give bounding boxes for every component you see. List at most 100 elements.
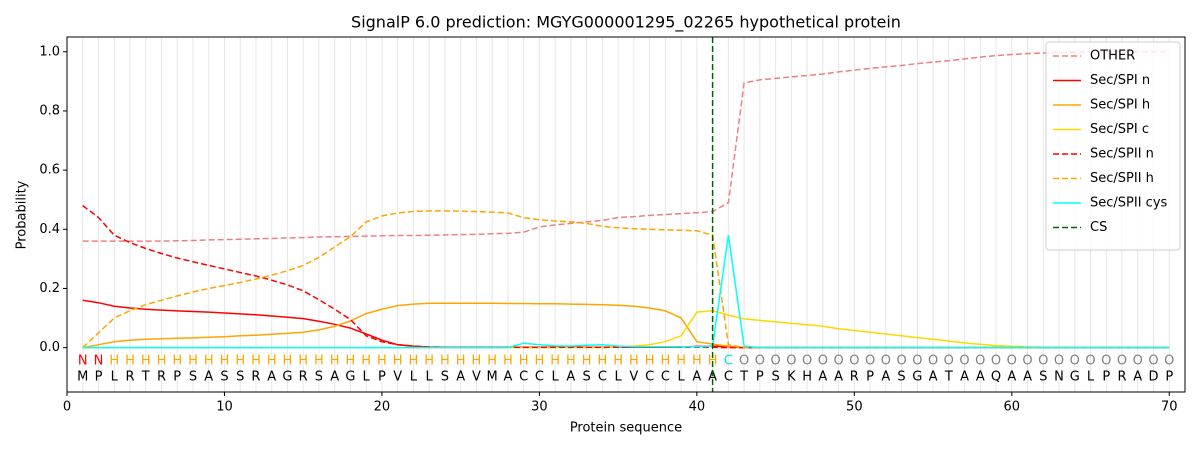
x-tick-label: 30 <box>531 400 548 415</box>
legend-label: Sec/SPII cys <box>1090 196 1168 211</box>
residue: H <box>802 370 812 385</box>
y-tick-label: 0.8 <box>39 103 60 118</box>
region-label: O <box>865 354 875 369</box>
residue: R <box>251 370 260 385</box>
residue: L <box>552 370 560 385</box>
region-label: O <box>1038 354 1048 369</box>
region-label: H <box>346 354 356 369</box>
region-label: H <box>330 354 340 369</box>
residue: A <box>976 370 985 385</box>
residue: A <box>881 370 890 385</box>
residue: V <box>393 370 402 385</box>
residue: G <box>282 370 292 385</box>
region-label: O <box>944 354 954 369</box>
residue: A <box>834 370 843 385</box>
region-label: O <box>959 354 969 369</box>
residue: V <box>629 370 638 385</box>
region-label: O <box>786 354 796 369</box>
region-label: H <box>298 354 308 369</box>
legend-box <box>1045 41 1181 251</box>
residue: L <box>410 370 418 385</box>
residue: L <box>111 370 119 385</box>
region-label: H <box>409 354 419 369</box>
residue: G <box>345 370 355 385</box>
region-label: H <box>283 354 293 369</box>
legend-label: Sec/SPII n <box>1090 147 1154 162</box>
region-label: O <box>1007 354 1017 369</box>
region-label: H <box>582 354 592 369</box>
residue: A <box>330 370 339 385</box>
y-tick-label: 0.2 <box>39 281 60 296</box>
series-line <box>82 235 1170 349</box>
residue: C <box>661 370 670 385</box>
region-label: O <box>755 354 765 369</box>
region-label: H <box>645 354 655 369</box>
region-label: O <box>739 354 749 369</box>
region-label: H <box>267 354 277 369</box>
series-line <box>82 205 1170 349</box>
region-label: H <box>377 354 387 369</box>
region-label: O <box>912 354 922 369</box>
residue: A <box>204 370 213 385</box>
region-label: H <box>314 354 324 369</box>
region-label: C <box>724 354 733 369</box>
region-label: O <box>1022 354 1032 369</box>
residue: S <box>236 370 244 385</box>
region-label: O <box>1070 354 1080 369</box>
residue: S <box>1039 370 1047 385</box>
region-label: O <box>991 354 1001 369</box>
region-label: H <box>172 354 182 369</box>
plot-frame <box>66 36 1186 393</box>
y-tick-label: 0.0 <box>39 340 60 355</box>
x-tick-label: 50 <box>846 400 863 415</box>
region-label: O <box>833 354 843 369</box>
region-label: H <box>676 354 686 369</box>
region-label: O <box>1085 354 1095 369</box>
residue: A <box>566 370 575 385</box>
region-label: H <box>566 354 576 369</box>
legend-label: Sec/SPII h <box>1090 171 1154 186</box>
region-label: H <box>204 354 214 369</box>
residue: D <box>1148 370 1158 385</box>
residue: C <box>598 370 607 385</box>
x-tick-label: 0 <box>63 400 71 415</box>
y-tick-label: 0.6 <box>39 163 60 178</box>
x-axis-label: Protein sequence <box>570 421 682 436</box>
residue: S <box>897 370 905 385</box>
y-tick-label: 1.0 <box>39 44 60 59</box>
region-label: O <box>1133 354 1143 369</box>
region-label: H <box>361 354 371 369</box>
residue: L <box>363 370 371 385</box>
region-label: O <box>1117 354 1127 369</box>
residue: P <box>378 370 386 385</box>
residue: P <box>756 370 764 385</box>
residue: P <box>866 370 874 385</box>
region-label: H <box>692 354 702 369</box>
residue: A <box>818 370 827 385</box>
legend-label: Sec/SPI n <box>1090 73 1150 88</box>
region-label: H <box>157 354 167 369</box>
residue: Q <box>991 370 1001 385</box>
region-label: N <box>78 354 88 369</box>
series-line <box>82 51 1170 242</box>
residue: A <box>267 370 276 385</box>
legend-label: Sec/SPI c <box>1090 122 1149 137</box>
x-tick-label: 60 <box>1004 400 1021 415</box>
region-label: N <box>94 354 104 369</box>
residue: A <box>692 370 701 385</box>
region-label: H <box>235 354 245 369</box>
region-label: O <box>881 354 891 369</box>
residue: A <box>1133 370 1142 385</box>
residue: V <box>472 370 481 385</box>
region-label: O <box>975 354 985 369</box>
region-label: O <box>818 354 828 369</box>
residue: P <box>173 370 181 385</box>
y-axis-label: Probability <box>15 180 30 249</box>
residue: S <box>189 370 197 385</box>
region-label: H <box>424 354 434 369</box>
region-label: H <box>660 354 670 369</box>
region-label: H <box>487 354 497 369</box>
residue: C <box>535 370 544 385</box>
region-label: H <box>251 354 261 369</box>
